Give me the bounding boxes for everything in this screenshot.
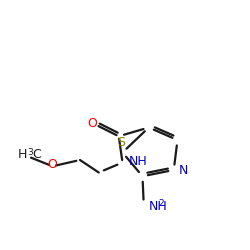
- Text: NH: NH: [149, 200, 168, 213]
- Text: NH: NH: [129, 155, 148, 168]
- Text: C: C: [32, 148, 41, 162]
- Text: O: O: [87, 117, 97, 130]
- Text: 2: 2: [159, 199, 164, 208]
- Text: O: O: [48, 158, 58, 172]
- Text: H: H: [18, 148, 28, 162]
- Text: S: S: [117, 136, 125, 149]
- Text: 3: 3: [28, 148, 34, 157]
- Text: N: N: [178, 164, 188, 176]
